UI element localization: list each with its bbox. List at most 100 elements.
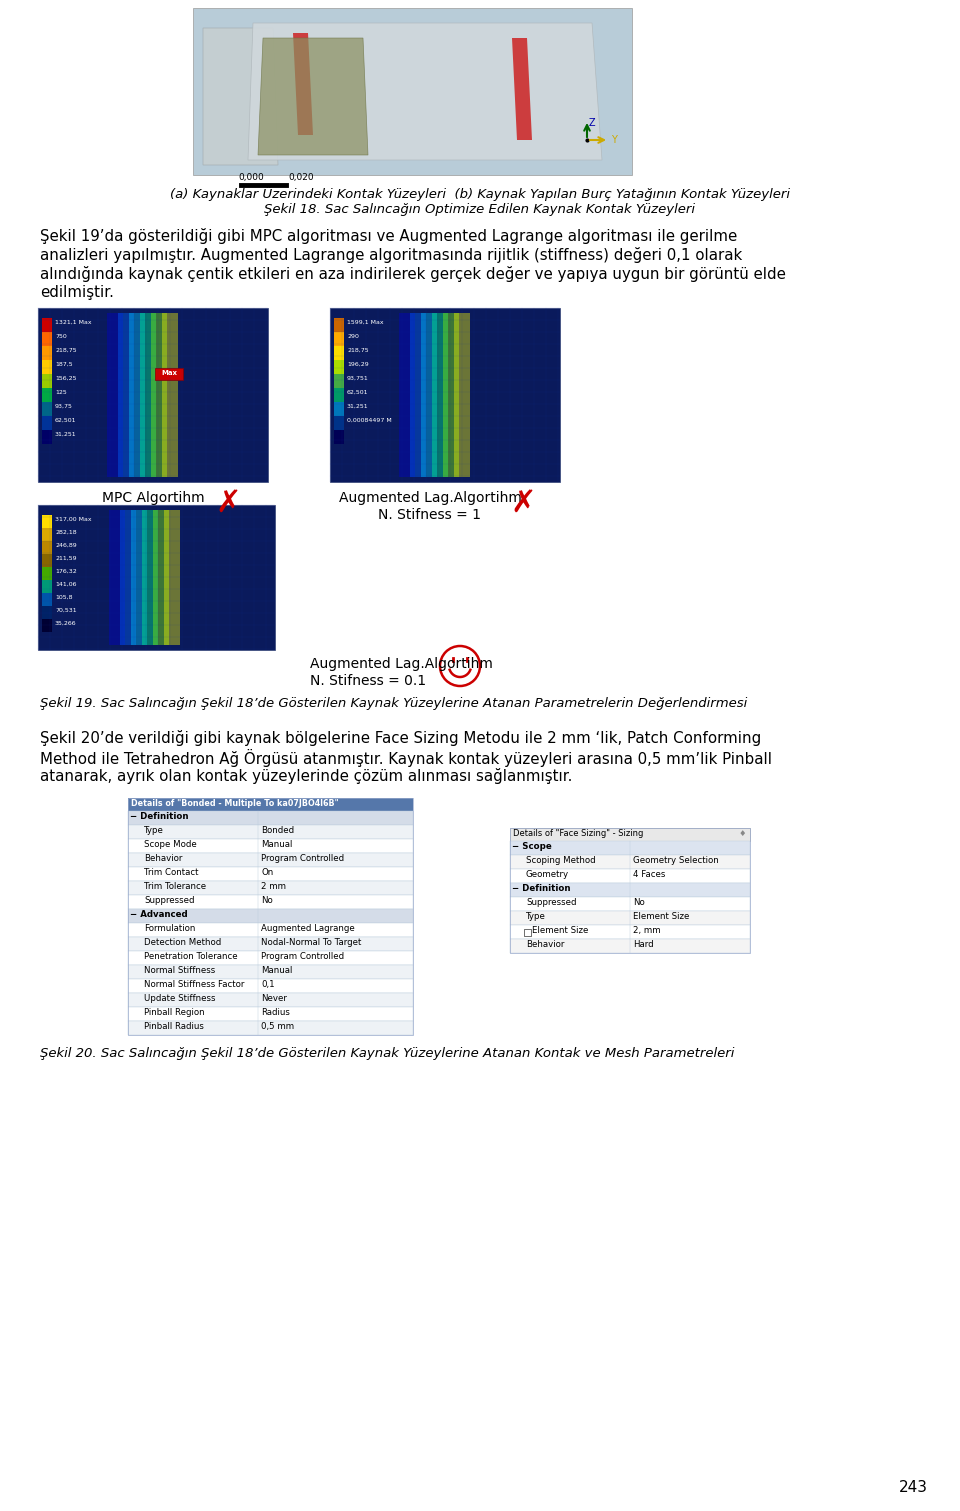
Bar (42, 388, 52, 402)
Text: − Scope: − Scope (512, 842, 552, 851)
Text: Element Size: Element Size (633, 913, 689, 922)
Text: 4 Faces: 4 Faces (633, 870, 665, 879)
Bar (42, 346, 52, 360)
Text: Pinball Radius: Pinball Radius (144, 1021, 204, 1031)
Bar (164, 511, 180, 645)
Bar (510, 869, 750, 882)
Bar (410, 313, 426, 477)
Text: 218,75: 218,75 (55, 348, 77, 354)
Bar (153, 511, 169, 645)
Bar (193, 8, 632, 175)
Text: Şekil 19. Sac Salıncağın Şekil 18’de Gösterilen Kaynak Yüzeylerine Atanan Parame: Şekil 19. Sac Salıncağın Şekil 18’de Gös… (40, 697, 747, 710)
Text: 141,06: 141,06 (55, 582, 77, 586)
Text: Normal Stiffness: Normal Stiffness (144, 966, 215, 975)
Text: Type: Type (526, 913, 546, 922)
Text: 105,8: 105,8 (55, 595, 73, 600)
Text: Pinball Region: Pinball Region (144, 1008, 204, 1017)
Text: 93,751: 93,751 (347, 376, 369, 381)
Text: 290: 290 (347, 334, 359, 338)
Bar (334, 416, 344, 431)
Text: 0,00084497 M: 0,00084497 M (347, 419, 392, 423)
Text: 125: 125 (55, 390, 67, 394)
Text: atanarak, ayrık olan kontak yüzeylerinde çözüm alınması sağlanmıştır.: atanarak, ayrık olan kontak yüzeylerinde… (40, 768, 572, 784)
Bar (128, 993, 413, 1006)
Bar (510, 828, 750, 953)
Text: Penetration Tolerance: Penetration Tolerance (144, 952, 238, 961)
Bar (42, 555, 52, 567)
Bar (38, 308, 268, 482)
Bar (128, 910, 413, 923)
Text: 0,1: 0,1 (261, 981, 275, 990)
Text: 0,5 mm: 0,5 mm (261, 1021, 294, 1031)
Bar (109, 511, 125, 645)
Text: Trim Contact: Trim Contact (144, 867, 199, 876)
Polygon shape (248, 23, 602, 160)
Text: Augmented Lag.Algortihm: Augmented Lag.Algortihm (310, 657, 492, 671)
Text: Scoping Method: Scoping Method (526, 857, 595, 864)
Bar (128, 966, 413, 979)
Text: Element Size: Element Size (532, 926, 588, 935)
Text: − Definition: − Definition (512, 884, 570, 893)
Text: ✗: ✗ (511, 490, 536, 518)
Bar (120, 511, 136, 645)
Text: 317,00 Max: 317,00 Max (55, 517, 91, 521)
Text: Method ile Tetrahedron Ağ Örgüsü atanmıştır. Kaynak kontak yüzeyleri arasına 0,5: Method ile Tetrahedron Ağ Örgüsü atanmış… (40, 749, 772, 768)
Text: Scope Mode: Scope Mode (144, 840, 197, 849)
Bar (443, 313, 459, 477)
Bar (334, 317, 344, 332)
Bar (42, 332, 52, 346)
Text: 2 mm: 2 mm (261, 882, 286, 891)
Bar (128, 881, 413, 895)
Bar (107, 313, 123, 477)
Text: 218,75: 218,75 (347, 348, 369, 354)
Bar (128, 811, 413, 825)
Bar (42, 317, 52, 332)
Text: − Definition: − Definition (130, 811, 188, 820)
Bar (42, 567, 52, 580)
Bar (524, 929, 531, 935)
Polygon shape (203, 29, 278, 165)
Text: Z: Z (589, 118, 595, 128)
Bar (42, 431, 52, 444)
Text: 282,18: 282,18 (55, 530, 77, 535)
Text: 31,251: 31,251 (347, 403, 369, 409)
Polygon shape (512, 38, 532, 141)
Text: 1599,1 Max: 1599,1 Max (347, 320, 384, 325)
Bar (42, 360, 52, 375)
Text: Details of "Face Sizing" - Sizing: Details of "Face Sizing" - Sizing (513, 830, 643, 839)
Text: Suppressed: Suppressed (144, 896, 195, 905)
Bar (42, 527, 52, 541)
Text: 70,531: 70,531 (55, 607, 77, 613)
Text: Hard: Hard (633, 940, 654, 949)
Bar (454, 313, 470, 477)
Text: 0,020: 0,020 (288, 172, 314, 181)
Text: Şekil 20. Sac Salıncağın Şekil 18’de Gösterilen Kaynak Yüzeylerine Atanan Kontak: Şekil 20. Sac Salıncağın Şekil 18’de Gös… (40, 1047, 734, 1061)
Text: Details of "Bonded - Multiple To ka07JBO4l6B": Details of "Bonded - Multiple To ka07JBO… (131, 799, 339, 808)
Text: Şekil 19’da gösterildiği gibi MPC algoritması ve Augmented Lagrange algoritması : Şekil 19’da gösterildiği gibi MPC algori… (40, 228, 737, 243)
Text: Şekil 18. Sac Salıncağın Optimize Edilen Kaynak Kontak Yüzeyleri: Şekil 18. Sac Salıncağın Optimize Edilen… (265, 202, 695, 216)
Text: 246,89: 246,89 (55, 542, 77, 548)
Text: Normal Stiffness Factor: Normal Stiffness Factor (144, 981, 245, 990)
Text: No: No (261, 896, 273, 905)
Bar (128, 1006, 413, 1021)
Text: 211,59: 211,59 (55, 556, 77, 561)
Bar (128, 895, 413, 910)
Text: MPC Algortihm: MPC Algortihm (102, 491, 204, 505)
Text: 750: 750 (55, 334, 67, 338)
Bar (334, 431, 344, 444)
Text: Radius: Radius (261, 1008, 290, 1017)
Text: − Advanced: − Advanced (130, 910, 187, 919)
Text: 31,251: 31,251 (55, 432, 77, 437)
Text: ♦: ♦ (738, 830, 746, 839)
Text: 2, mm: 2, mm (633, 926, 660, 935)
Bar (42, 402, 52, 416)
Bar (399, 313, 415, 477)
Text: Geometry: Geometry (526, 870, 569, 879)
Bar (128, 950, 413, 966)
Bar (510, 882, 750, 898)
Bar (42, 606, 52, 620)
Text: alındığında kaynak çentik etkileri en aza indirilerek gerçek değer ve yapıya uyg: alındığında kaynak çentik etkileri en az… (40, 266, 786, 283)
Bar (432, 313, 448, 477)
Bar (128, 854, 413, 867)
Polygon shape (258, 38, 368, 156)
